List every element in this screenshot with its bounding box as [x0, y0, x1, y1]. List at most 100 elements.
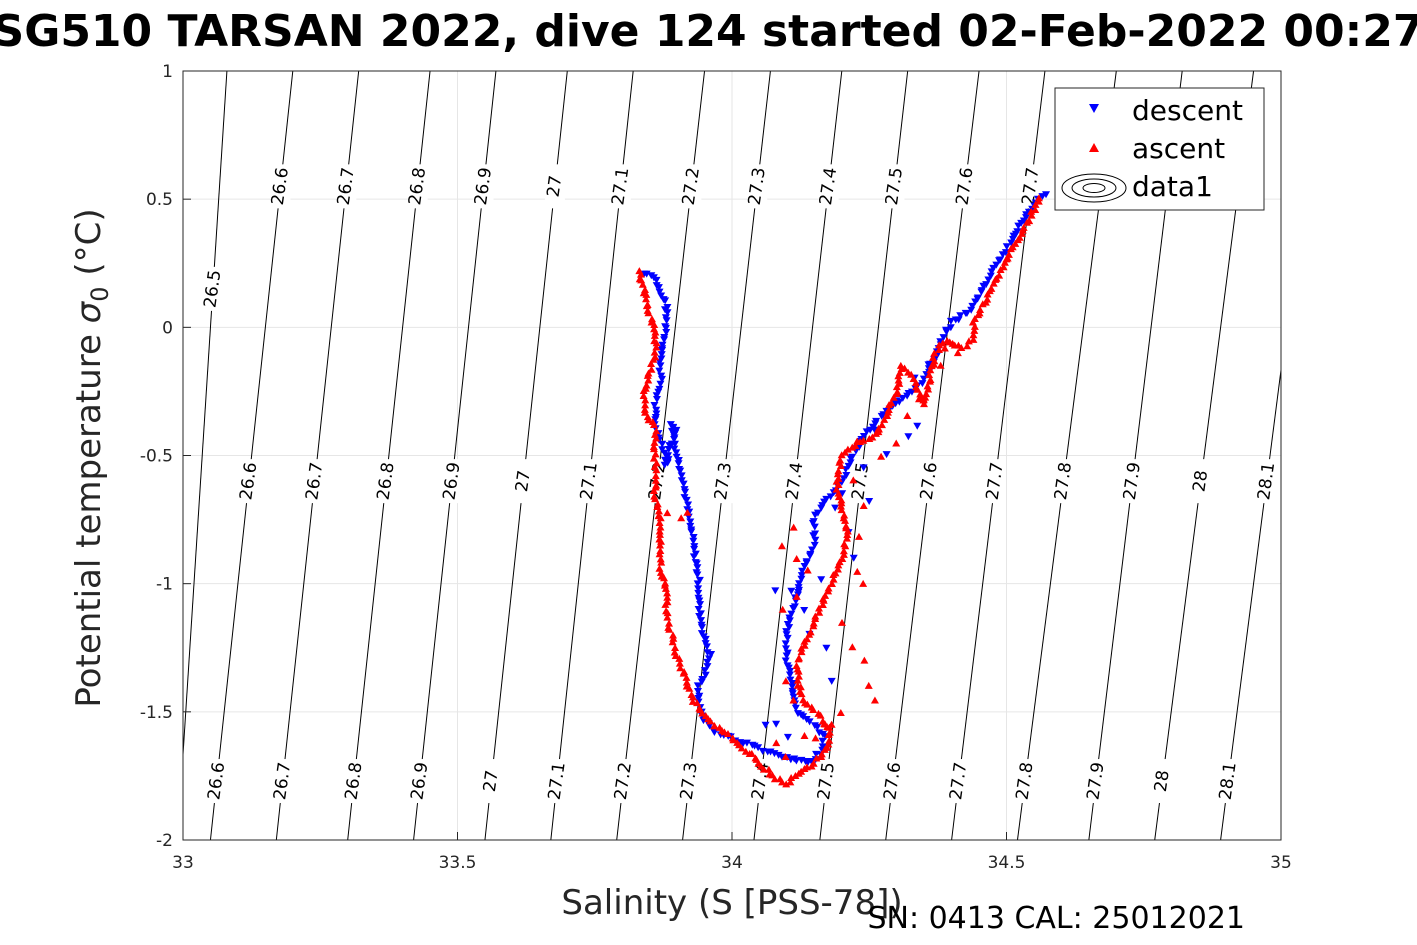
ascent-point-344	[1034, 194, 1043, 202]
descent-point-300	[968, 302, 977, 310]
ascent-point-353	[792, 592, 801, 600]
ascent-point-29	[644, 376, 653, 384]
ascent-point-223	[837, 506, 846, 514]
ascent-point-197	[818, 600, 827, 608]
ascent-point-229	[832, 485, 841, 493]
ascent-point-92	[665, 625, 674, 633]
contour-label-bg-1-13	[1122, 459, 1143, 504]
contour-label-bg-1-7	[713, 459, 734, 504]
descent-point-83	[684, 501, 693, 509]
descent-point-238	[822, 495, 831, 503]
descent-point-80	[681, 488, 690, 496]
contour-label-bg-1-9	[850, 459, 871, 504]
descent-point-309	[986, 272, 995, 280]
ascent-point-8	[642, 295, 651, 303]
ascent-point-245	[859, 436, 868, 444]
ascent-point-369	[859, 579, 868, 587]
ascent-point-232	[834, 474, 843, 482]
descent-point-117	[701, 635, 710, 643]
descent-point-149	[742, 739, 751, 747]
ascent-point-379	[936, 361, 945, 369]
descent-point-126	[701, 671, 710, 679]
descent-point-66	[670, 432, 679, 440]
ascent-point-21	[652, 343, 661, 351]
descent-point-232	[809, 518, 818, 526]
ascent-point-204	[829, 575, 838, 583]
descent-point-347	[849, 554, 858, 562]
contour-label-bg-2-11	[948, 759, 969, 804]
y-axis-label-gap	[69, 276, 109, 287]
legend-contour-icon	[1061, 173, 1127, 203]
y-axis-label: Potential temperature σ0 (°C)	[69, 208, 114, 707]
ascent-point-304	[969, 335, 978, 343]
ascent-point-257	[887, 399, 896, 407]
ascent-point-75	[657, 558, 666, 566]
legend-ascent-marker	[1089, 143, 1099, 152]
contour-label-bg-2-6	[613, 759, 634, 804]
contour-label-bg-0-4	[544, 164, 565, 209]
ascent-point-128	[737, 744, 746, 752]
x-axis-label: Salinity (S [PSS-78])	[561, 883, 902, 923]
ascent-point-195	[815, 608, 824, 616]
contour-label-bg-3-0	[202, 266, 223, 311]
ascent-point-117	[706, 717, 715, 725]
ascent-point-96	[671, 644, 680, 652]
descent-point-78	[679, 480, 688, 488]
ascent-point-84	[663, 593, 672, 601]
descent-point-40	[651, 416, 660, 424]
ascent-point-119	[710, 722, 719, 730]
ascent-point-234	[834, 467, 843, 475]
ascent-point-194	[811, 612, 820, 620]
contour-label-bg-2-1	[272, 759, 293, 804]
descent-point-65	[667, 427, 676, 435]
contour-label-1-4: 27	[512, 469, 535, 493]
contour-label-bg-0-1	[336, 164, 357, 209]
ascent-point-90	[665, 619, 674, 627]
ascent-point-371	[859, 502, 868, 510]
ascent-point-17	[651, 328, 660, 336]
descent-point-132	[694, 695, 703, 703]
descent-point-124	[703, 663, 712, 671]
descent-point-355	[924, 361, 933, 369]
ascent-point-53	[651, 472, 660, 480]
contour-label-bg-1-14	[1190, 459, 1211, 504]
descent-point-109	[694, 606, 703, 614]
descent-point-103	[693, 580, 702, 588]
contour-label-bg-1-1	[304, 459, 325, 504]
descent-point-192	[785, 671, 794, 679]
descent-point-276	[918, 380, 927, 388]
ascent-point-34	[641, 396, 650, 404]
descent-point-30	[657, 375, 666, 383]
descent-point-191	[786, 676, 795, 684]
ascent-point-142	[778, 778, 787, 786]
ascent-point-22	[650, 348, 659, 356]
ascent-point-366	[811, 734, 820, 742]
descent-point-188	[788, 687, 797, 695]
contour-label-bg-2-15	[1218, 759, 1239, 804]
x-tick-label-0: 33	[172, 853, 194, 873]
ascent-point-177	[793, 676, 802, 684]
ascent-point-372	[849, 476, 858, 484]
ascent-point-174	[796, 687, 805, 695]
ascent-point-346	[677, 514, 686, 522]
ascent-point-12	[644, 309, 653, 317]
descent-point-21	[658, 341, 667, 349]
ascent-point-356	[860, 656, 869, 664]
ascent-point-188	[803, 635, 812, 643]
y-axis-label-main: Potential temperature	[69, 334, 109, 707]
ascent-point-114	[698, 709, 707, 717]
ascent-point-328	[1004, 250, 1013, 258]
ascent-point-83	[663, 589, 672, 597]
ascent-point-47	[650, 445, 659, 453]
contour-label-bg-0-5	[610, 164, 631, 209]
legend: descent ascent data1	[1054, 87, 1265, 211]
ascent-point-20	[652, 339, 661, 347]
descent-point-335	[771, 587, 780, 595]
x-tick-label-2: 34	[721, 853, 743, 873]
ascent-point-348	[777, 542, 786, 550]
ascent-point-183	[795, 654, 804, 662]
contour-label-bg-2-9	[816, 759, 837, 804]
descent-point-257	[859, 432, 868, 440]
ascent-point-26	[647, 365, 656, 373]
descent-point-128	[697, 678, 706, 686]
